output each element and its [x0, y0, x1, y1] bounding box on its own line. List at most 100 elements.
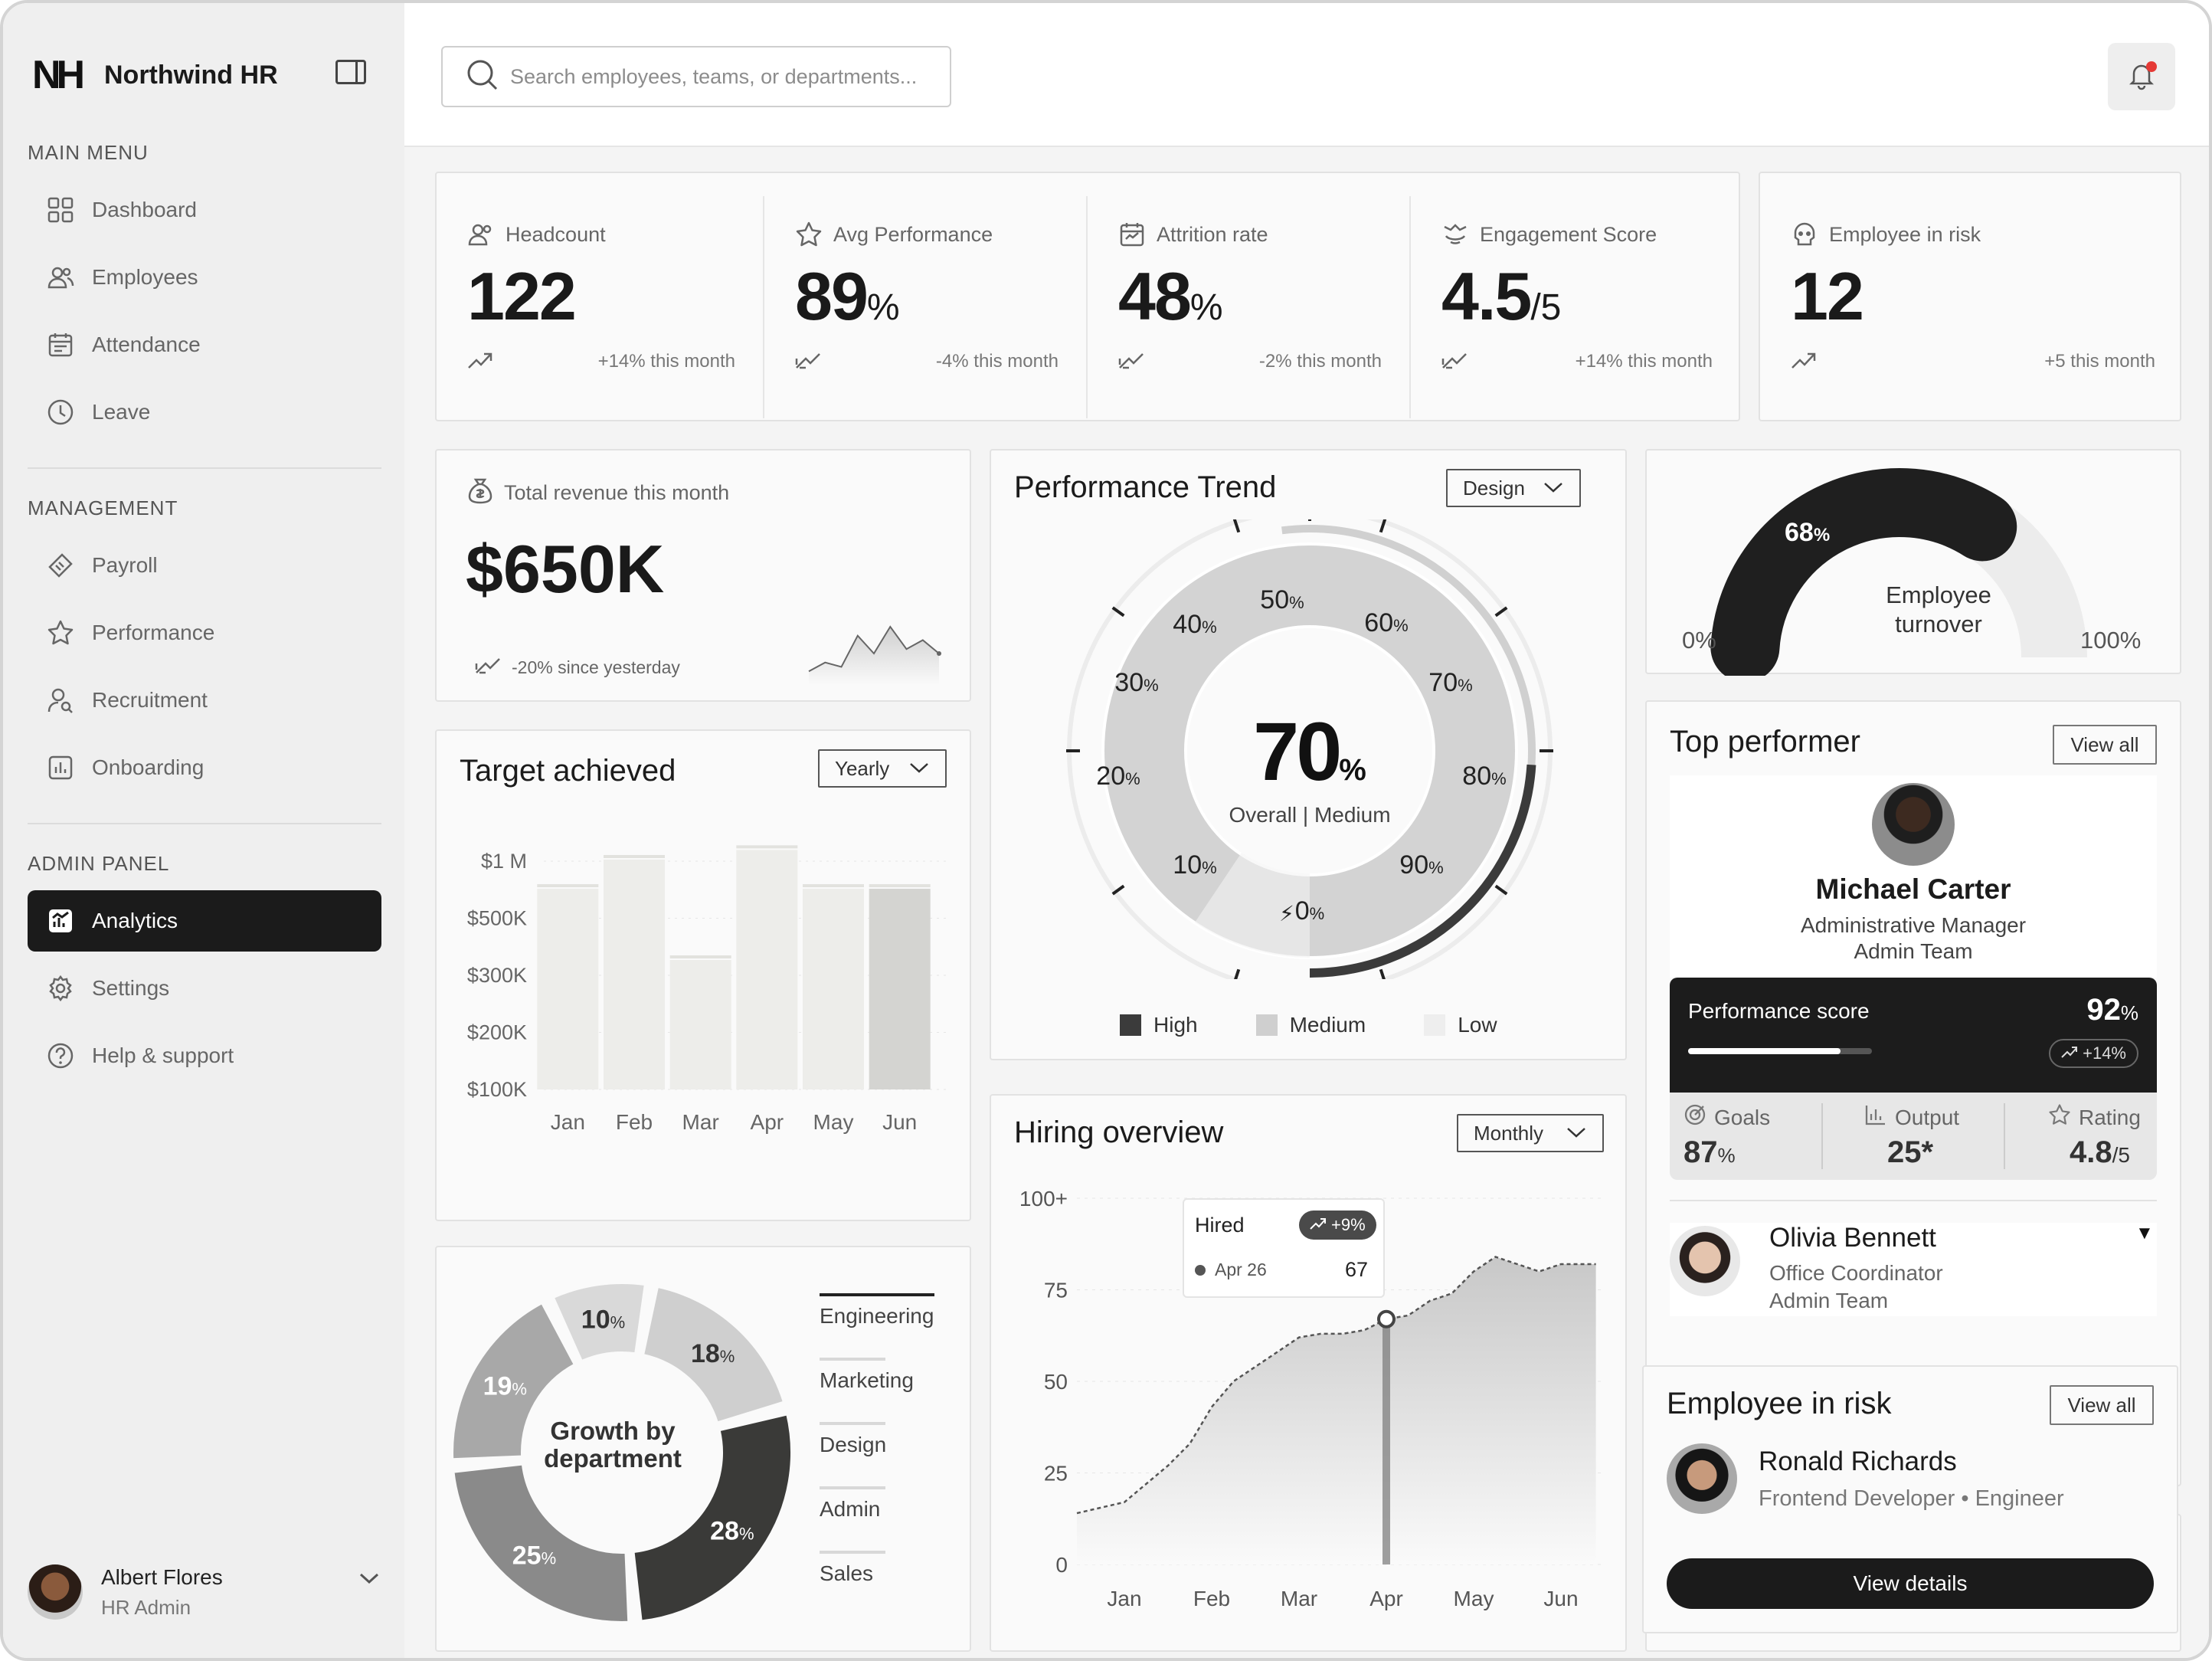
- turnover-max: 100%: [2080, 627, 2142, 654]
- legend-item: Design: [820, 1422, 886, 1486]
- caret-down-icon[interactable]: ▼: [2135, 1223, 2154, 1243]
- stat-employee-risk: Employee in risk 12 +5 this month: [1760, 173, 2183, 420]
- legend-item: Engineering: [820, 1293, 934, 1358]
- sidebar-item-label: Leave: [92, 400, 151, 424]
- metric-label: Output: [1895, 1105, 1960, 1129]
- stat-unit: /5: [1530, 287, 1562, 328]
- stat-label: Employee in risk: [1829, 222, 1981, 246]
- lightning-icon: ⚡: [1279, 901, 1294, 926]
- notification-button[interactable]: [2108, 43, 2175, 110]
- sidebar-item-employees[interactable]: Employees: [28, 247, 381, 308]
- legend-label: Admin: [820, 1497, 881, 1521]
- sidebar-item-help[interactable]: Help & support: [28, 1025, 381, 1086]
- users-icon: [467, 221, 495, 248]
- period-dropdown[interactable]: Yearly: [818, 749, 947, 788]
- y-tick-label: 50: [1044, 1370, 1068, 1394]
- sidebar-item-performance[interactable]: Performance: [28, 602, 381, 663]
- sidebar-item-analytics[interactable]: Analytics: [28, 890, 381, 952]
- performer-profile: Michael Carter Administrative Manager Ad…: [1670, 775, 2157, 978]
- brand[interactable]: NH Northwind HR: [32, 52, 278, 98]
- stat-divider: [763, 196, 764, 418]
- chevron-down-icon: [1566, 1122, 1587, 1145]
- performer-role: Administrative Manager: [1800, 913, 2027, 937]
- metric-value: 87: [1684, 1135, 1718, 1169]
- user-role: HR Admin: [101, 1595, 191, 1619]
- metric-value: 4.8: [2070, 1135, 2112, 1169]
- legend-label: Medium: [1289, 1013, 1366, 1037]
- gauge-legend: High Medium Low: [1120, 1013, 1497, 1037]
- donut-center-label: department: [544, 1444, 682, 1473]
- brand-name: Northwind HR: [104, 60, 278, 90]
- legend-swatch-low: [1424, 1014, 1446, 1036]
- gauge-tick: [1111, 884, 1125, 896]
- view-all-button[interactable]: View all: [2053, 725, 2157, 765]
- growth-donut-chart: 18%28%25%19%10%: [450, 1281, 794, 1624]
- stat-unit: %: [1189, 287, 1223, 328]
- donut-slice: [631, 1412, 794, 1623]
- target-card: Target achieved Yearly $1 M $500K $300K $20…: [435, 729, 971, 1221]
- sidebar-item-payroll[interactable]: Payroll: [28, 535, 381, 596]
- risk-stat-card: Employee in risk 12 +5 this month: [1759, 172, 2181, 421]
- stat-avg-performance: Avg Performance 89% -4% this month: [764, 173, 1086, 420]
- search-placeholder: Search employees, teams, or departments.…: [510, 64, 918, 88]
- legend-label: Low: [1458, 1013, 1497, 1037]
- sidebar-toggle-icon[interactable]: [335, 60, 366, 84]
- bar: [669, 960, 731, 1089]
- chevron-down-icon[interactable]: [357, 1566, 381, 1594]
- main-content: Headcount 122 +14% this month Avg Perfor…: [404, 147, 2209, 1658]
- search-input[interactable]: Search employees, teams, or departments.…: [441, 46, 951, 107]
- hiring-card: Hiring overview Monthly 100+ 75 50 25 0 Jan Fe…: [990, 1094, 1627, 1652]
- slice-label: 19%: [483, 1372, 527, 1401]
- second-performer-name: Olivia Bennett: [1769, 1223, 1936, 1253]
- users-icon: [46, 263, 75, 292]
- chart-box-icon: [46, 753, 75, 782]
- sidebar-item-leave[interactable]: Leave: [28, 382, 381, 443]
- view-all-button[interactable]: View all: [2050, 1385, 2154, 1425]
- sidebar-item-settings[interactable]: Settings: [28, 958, 381, 1019]
- x-tick-label: Feb: [1193, 1587, 1230, 1610]
- dropdown-value: Monthly: [1474, 1121, 1544, 1145]
- analytics-icon: [46, 906, 75, 935]
- stat-unit: %: [866, 287, 900, 328]
- user-profile[interactable]: Albert Flores HR Admin: [28, 1564, 223, 1620]
- x-tick-label: Jan: [1107, 1587, 1141, 1610]
- star-icon: [2048, 1103, 2071, 1132]
- performance-score-panel: Performance score 92% +14%: [1670, 978, 2157, 1093]
- department-dropdown[interactable]: Design: [1446, 469, 1581, 507]
- legend-swatch-high: [1120, 1014, 1141, 1036]
- trend-up-icon: [1791, 348, 1817, 375]
- gauge-tick: [1494, 884, 1508, 896]
- ticket-icon: [46, 551, 75, 580]
- employee-risk-card: Employee in risk View all Ronald Richard…: [1642, 1365, 2178, 1633]
- stat-value: 122: [467, 258, 577, 334]
- donut-slice: [551, 1281, 647, 1364]
- sidebar-item-dashboard[interactable]: Dashboard: [28, 179, 381, 241]
- turnover-card: Employee turnover 68% 0% 100%: [1645, 449, 2181, 676]
- notification-badge: [2146, 61, 2157, 72]
- sidebar-item-recruitment[interactable]: Recruitment: [28, 670, 381, 731]
- performance-trend-card: Performance Trend Design 0% 10% 20% 30% 40% 5…: [990, 449, 1627, 1060]
- x-tick-label: May: [813, 1110, 854, 1134]
- stat-value: 89: [795, 258, 869, 334]
- x-tick-label: Jun: [882, 1110, 917, 1134]
- y-tick-label: $500K: [467, 907, 527, 930]
- sidebar-divider: [28, 823, 381, 824]
- tooltip-date: Apr 26: [1215, 1260, 1267, 1279]
- view-details-button[interactable]: View details: [1667, 1558, 2154, 1609]
- second-performer[interactable]: Olivia Bennett Office Coordinator Admin …: [1670, 1223, 2157, 1316]
- card-title: Performance Trend: [1014, 470, 1277, 504]
- performer-metrics: Goals 87% Output 25* Rating 4.8/5: [1670, 1093, 2157, 1180]
- turnover-value: 68: [1785, 518, 1814, 547]
- period-dropdown[interactable]: Monthly: [1457, 1114, 1604, 1152]
- donut-slice: [451, 1462, 631, 1624]
- tooltip-title: Hired: [1195, 1214, 1245, 1237]
- target-bar-chart: $1 M $500K $300K $200K $100K Jan Feb Mar Apr May J…: [467, 845, 947, 1134]
- bar-cap: [537, 884, 599, 888]
- y-tick-label: 100+: [1019, 1187, 1068, 1211]
- calendar-icon: [46, 330, 75, 359]
- sidebar-item-label: Settings: [92, 976, 170, 1000]
- sidebar-item-attendance[interactable]: Attendance: [28, 314, 381, 375]
- sidebar-item-onboarding[interactable]: Onboarding: [28, 737, 381, 798]
- turnover-fill: [1710, 468, 2017, 676]
- sidebar-item-label: Onboarding: [92, 755, 205, 779]
